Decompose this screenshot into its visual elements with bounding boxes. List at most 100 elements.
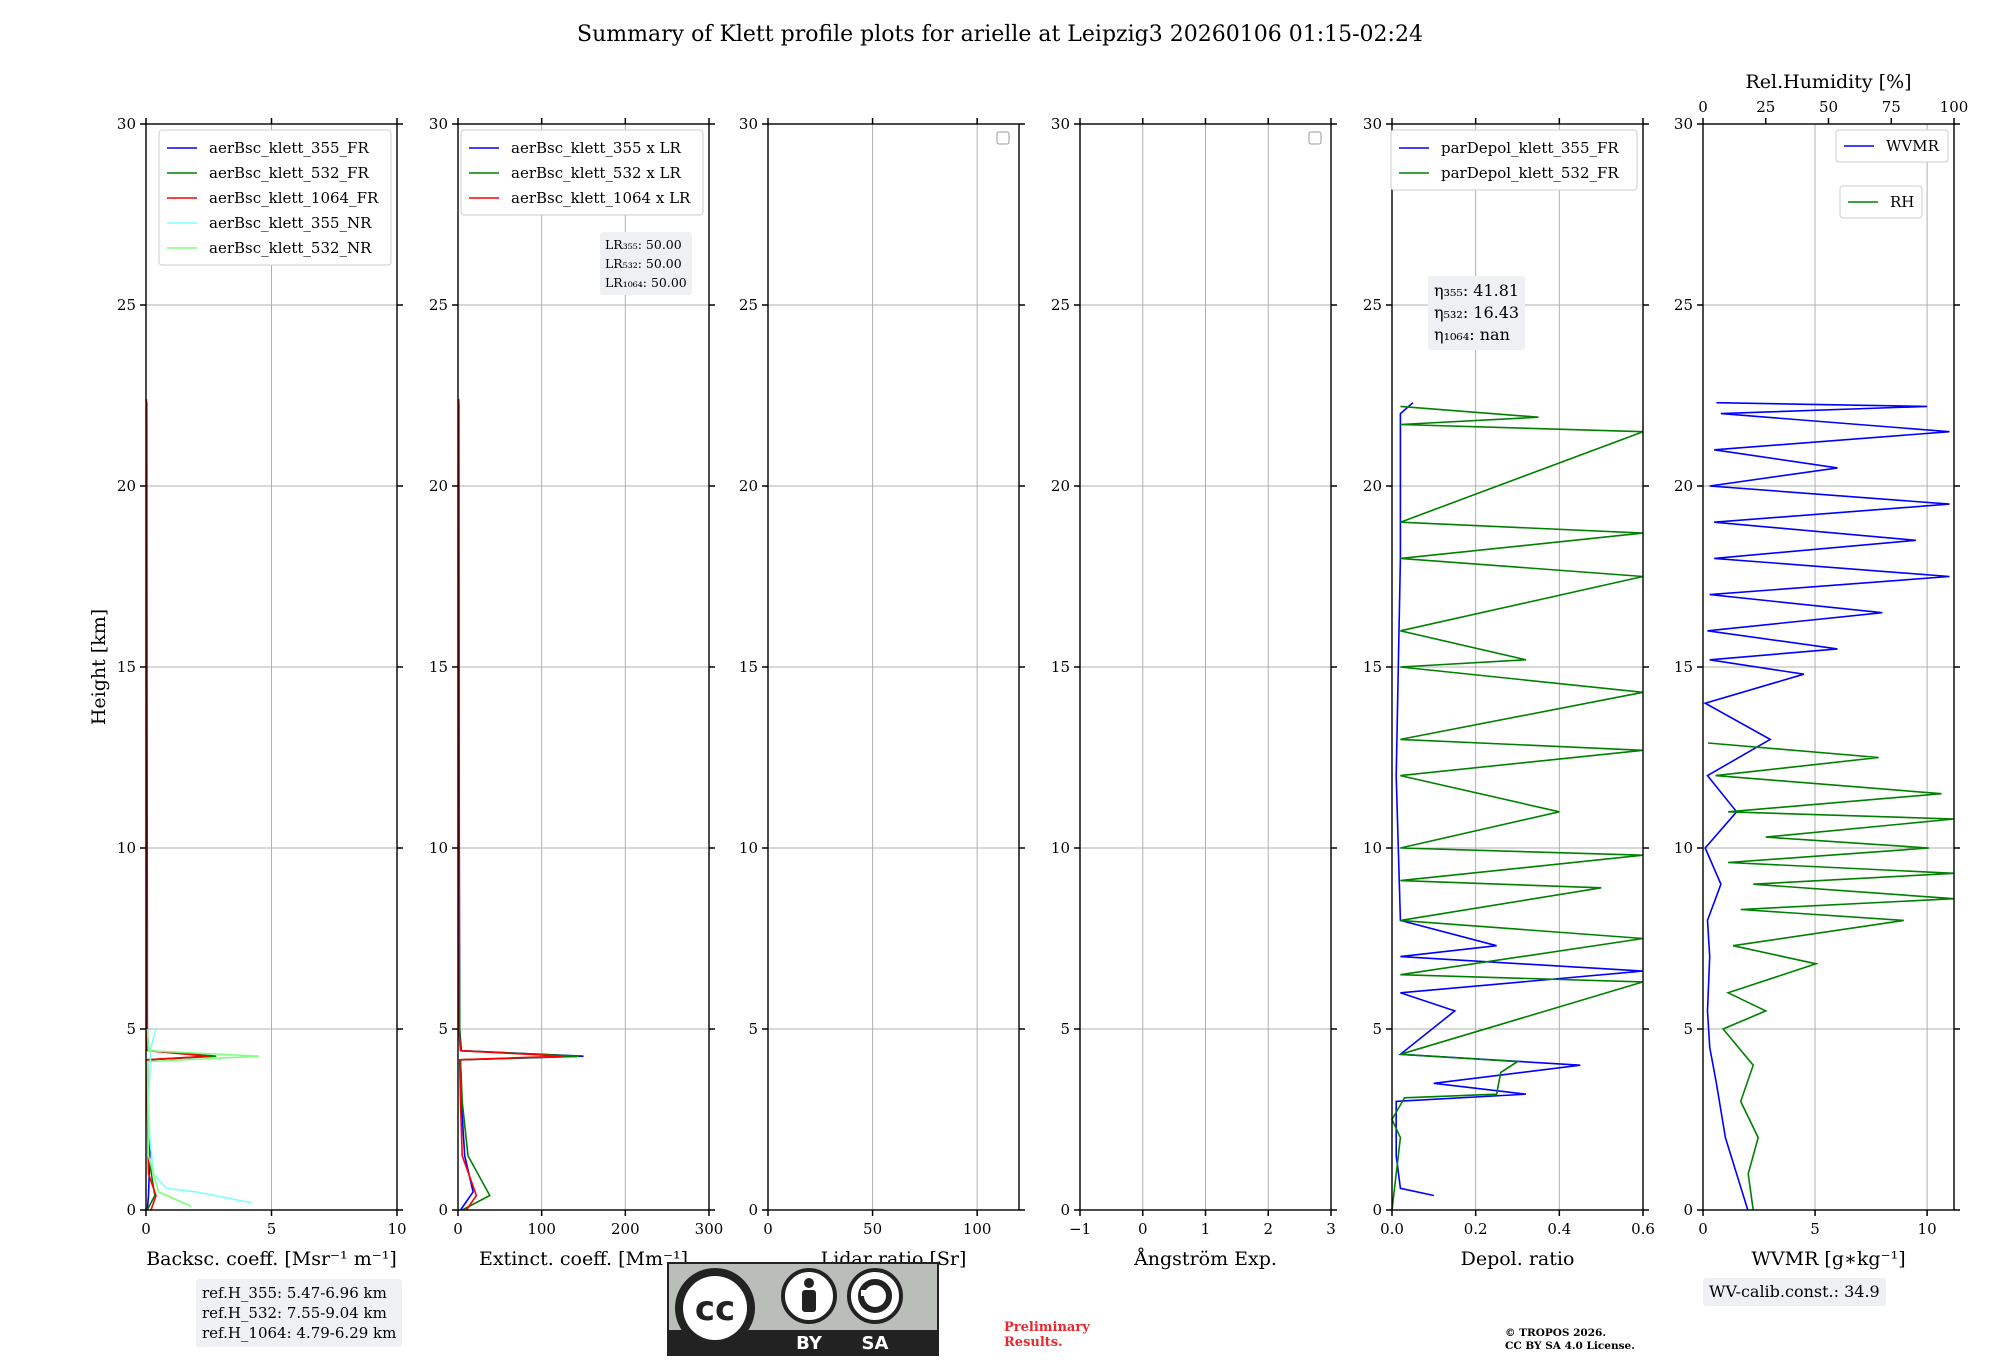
- refh-532: ref.H_532: 7.55-9.04 km: [202, 1304, 387, 1322]
- wvmr-ytick-label: 5: [1683, 1020, 1693, 1038]
- backscatter-legend-label: aerBsc_klett_532_FR: [209, 164, 369, 182]
- wvmr-legend-label: RH: [1890, 193, 1914, 211]
- wvmr-ytick-label: 10: [1674, 839, 1693, 857]
- wvmr-ytick-label: 0: [1683, 1201, 1693, 1219]
- refh-1064: ref.H_1064: 4.79-6.29 km: [202, 1324, 397, 1342]
- backscatter-ytick-label: 25: [117, 296, 136, 314]
- angstrom-ytick-label: 30: [1051, 115, 1070, 133]
- wvmr-frame: [1702, 123, 1955, 1211]
- wvmr-series-0: [1703, 401, 1950, 1211]
- extinction-xtick-label: 100: [527, 1220, 556, 1238]
- backscatter-xtick-label: 0: [141, 1220, 151, 1238]
- backscatter-xtick-label: 10: [387, 1220, 406, 1238]
- reference-height-note: ref.H_355: 5.47-6.96 km ref.H_532: 7.55-9…: [196, 1279, 403, 1347]
- wvmr-ytick-label: 30: [1674, 115, 1693, 133]
- depol-ytick-label: 30: [1363, 115, 1382, 133]
- lidar_ratio-xtick-label: 50: [863, 1220, 882, 1238]
- lr-1064: LR₁₀₆₄: 50.00: [605, 275, 687, 290]
- backscatter-legend-label: aerBsc_klett_355_NR: [209, 214, 372, 232]
- angstrom-xtick-label: 3: [1326, 1220, 1336, 1238]
- lidar_ratio-empty-legend: [996, 131, 1010, 145]
- depol-ytick-label: 15: [1363, 658, 1382, 676]
- eta-note: η₃₅₅: 41.81 η₅₃₂: 16.43 η₁₀₆₄: nan: [1428, 276, 1526, 350]
- lidar_ratio-xtick-label: 100: [963, 1220, 992, 1238]
- preliminary-note: Preliminary Results.: [1004, 1320, 1090, 1350]
- wv-calibration-note: WV-calib.const.: 34.9: [1703, 1278, 1886, 1306]
- figure-title: Summary of Klett profile plots for ariel…: [577, 22, 1423, 47]
- wvmr-xtick-label: 10: [1918, 1220, 1937, 1238]
- wvmr-x2tick-label: 75: [1882, 98, 1901, 116]
- extinction-legend-label: aerBsc_klett_355 x LR: [511, 139, 682, 157]
- lidar_ratio-ytick-label: 20: [739, 477, 758, 495]
- depol-series-1: [1391, 405, 1644, 1211]
- angstrom-xtick-label: 1: [1201, 1220, 1211, 1238]
- lidar_ratio-ytick-label: 25: [739, 296, 758, 314]
- depol-ytick-label: 10: [1363, 839, 1382, 857]
- wvmr-ytick-label: 15: [1674, 658, 1693, 676]
- backscatter-ytick-label: 20: [117, 477, 136, 495]
- wvmr-x2tick-label: 0: [1698, 98, 1708, 116]
- depol-ytick-label: 20: [1363, 477, 1382, 495]
- copyright-line-2: CC BY SA 4.0 License.: [1505, 1340, 1635, 1352]
- backscatter-ytick-label: 10: [117, 839, 136, 857]
- lidar_ratio-ytick-label: 5: [748, 1020, 758, 1038]
- extinction-ytick-label: 0: [438, 1201, 448, 1219]
- wvmr-xtick-label: 5: [1810, 1220, 1820, 1238]
- depol-frame: [1391, 123, 1644, 1211]
- lr-532: LR₅₃₂: 50.00: [605, 256, 682, 271]
- eta-532: η₅₃₂: 16.43: [1434, 303, 1520, 322]
- depol-ytick-label: 5: [1372, 1020, 1382, 1038]
- backscatter-xlabel: Backsc. coeff. [Msr⁻¹ m⁻¹]: [146, 1248, 397, 1270]
- wvmr-legend-box: [1835, 129, 1949, 163]
- refh-355: ref.H_355: 5.47-6.96 km: [202, 1284, 387, 1302]
- extinction-ytick-label: 15: [429, 658, 448, 676]
- angstrom-xtick-label: 2: [1263, 1220, 1273, 1238]
- lidar_ratio-ytick-label: 15: [739, 658, 758, 676]
- backscatter-series-0: [146, 402, 212, 1211]
- wvmr-x2label: Rel.Humidity [%]: [1745, 71, 1911, 93]
- angstrom-ytick-label: 20: [1051, 477, 1070, 495]
- backscatter-ytick-label: 5: [126, 1020, 136, 1038]
- lidar_ratio-ytick-label: 10: [739, 839, 758, 857]
- lidar-ratio-note: LR₃₅₅: 50.00 LR₅₃₂: 50.00 LR₁₀₆₄: 50.00: [600, 232, 692, 295]
- copyright-line-1: © TROPOS 2026.: [1505, 1327, 1607, 1339]
- extinction-legend-label: aerBsc_klett_1064 x LR: [511, 189, 691, 207]
- depol-legend-label: parDepol_klett_355_FR: [1441, 139, 1619, 157]
- extinction-xtick-label: 300: [695, 1220, 724, 1238]
- lidar_ratio-ytick-label: 0: [748, 1201, 758, 1219]
- extinction-series-2: [457, 399, 563, 1211]
- backscatter-series-3: [147, 1028, 252, 1204]
- backscatter-xtick-label: 5: [267, 1220, 277, 1238]
- angstrom-xtick-label: 0: [1138, 1220, 1148, 1238]
- angstrom-empty-legend: [1308, 131, 1322, 145]
- copyright-note: © TROPOS 2026. CC BY SA 4.0 License.: [1505, 1327, 1635, 1353]
- angstrom-xlabel: Ångström Exp.: [1133, 1248, 1277, 1270]
- backscatter-ytick-label: 0: [126, 1201, 136, 1219]
- backscatter-series-2: [145, 399, 209, 1211]
- cc-by: BY: [796, 1333, 823, 1354]
- cc-letters: cc: [695, 1289, 735, 1329]
- eta-355: η₃₅₅: 41.81: [1434, 281, 1520, 300]
- backscatter-series-1: [145, 402, 217, 1211]
- backscatter-ytick-label: 15: [117, 658, 136, 676]
- depol-xtick-label: 0.0: [1380, 1220, 1404, 1238]
- wvmr-legend-label: WVMR: [1886, 137, 1940, 155]
- cc-sa: SA: [862, 1333, 889, 1354]
- backscatter-legend-box: [158, 129, 392, 266]
- depol-xtick-label: 0.6: [1631, 1220, 1655, 1238]
- lidar_ratio-frame: [767, 123, 1020, 1211]
- preliminary-line-1: Preliminary: [1004, 1320, 1090, 1335]
- lidar_ratio-xtick-label: 0: [763, 1220, 773, 1238]
- eta-1064: η₁₀₆₄: nan: [1434, 325, 1510, 344]
- wvmr-x2tick-label: 50: [1819, 98, 1838, 116]
- extinction-ytick-label: 5: [438, 1020, 448, 1038]
- angstrom-ytick-label: 0: [1060, 1201, 1070, 1219]
- cc-license-badge: cc BY SA: [667, 1262, 939, 1356]
- extinction-ytick-label: 10: [429, 839, 448, 857]
- extinction-series-0: [457, 402, 584, 1211]
- wvmr-xlabel: WVMR [g∗kg⁻¹]: [1751, 1248, 1905, 1270]
- extinction-ytick-label: 20: [429, 477, 448, 495]
- lidar_ratio-ytick-label: 30: [739, 115, 758, 133]
- depol-ytick-label: 0: [1372, 1201, 1382, 1219]
